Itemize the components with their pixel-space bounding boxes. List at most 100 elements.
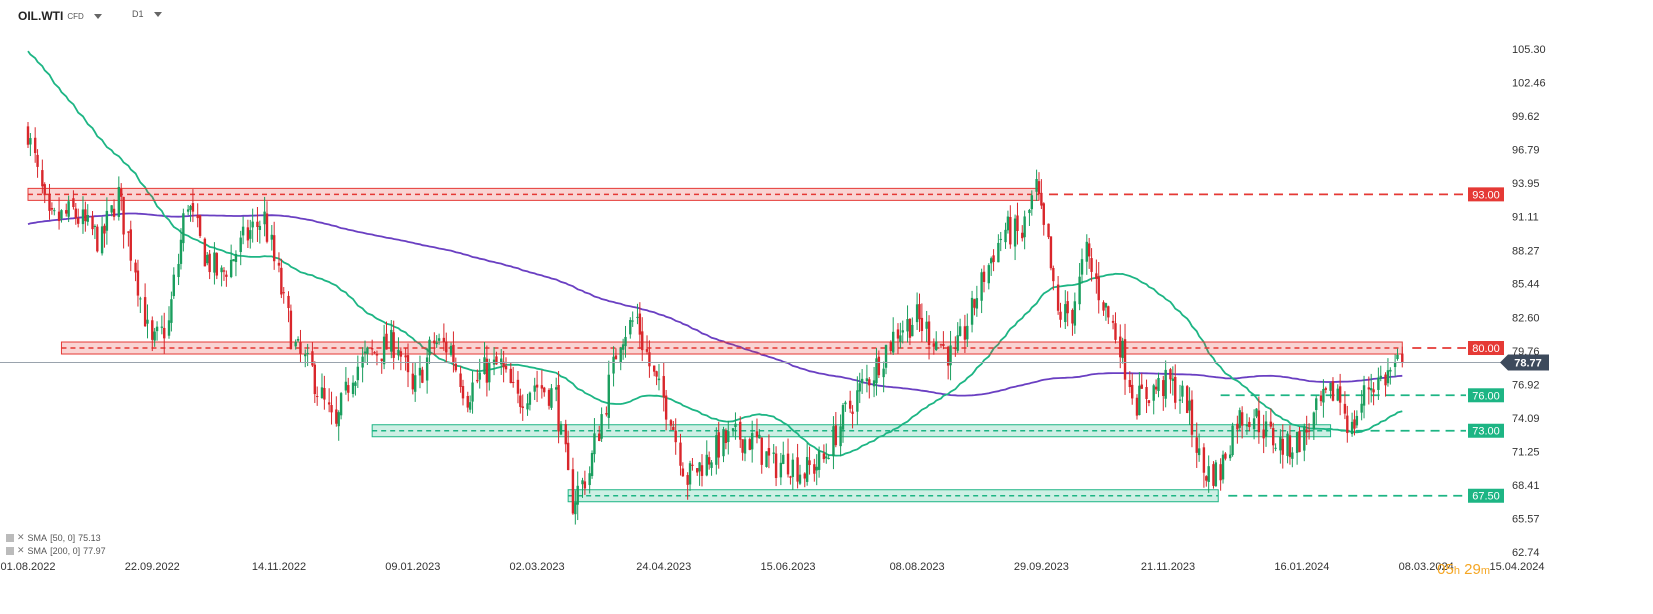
candle-body bbox=[566, 442, 570, 471]
candle-body bbox=[48, 193, 51, 211]
candle-body bbox=[528, 392, 532, 405]
candle-body bbox=[789, 476, 792, 478]
candle-body bbox=[320, 387, 324, 399]
candle-body bbox=[186, 209, 190, 212]
candle-body bbox=[1188, 400, 1191, 411]
candle-body bbox=[1346, 415, 1349, 434]
candle-body bbox=[1030, 195, 1034, 210]
candle-body bbox=[834, 425, 838, 446]
indicator-label: SMA bbox=[27, 545, 48, 556]
chevron-down-icon[interactable] bbox=[153, 11, 162, 17]
candle-body bbox=[100, 226, 104, 254]
candle-body bbox=[1231, 425, 1234, 456]
candle-body bbox=[1362, 385, 1366, 406]
candle-body bbox=[825, 456, 828, 459]
candle-body bbox=[1087, 243, 1091, 257]
candle-body bbox=[1248, 421, 1251, 428]
candle-body bbox=[172, 274, 175, 297]
candle-body bbox=[638, 313, 642, 335]
candle-body bbox=[435, 342, 438, 345]
candle-body bbox=[803, 473, 806, 479]
candle-body bbox=[1154, 386, 1158, 390]
candle-body bbox=[564, 424, 567, 445]
last-price-line: 78.77 bbox=[0, 354, 1549, 371]
candle-body bbox=[110, 205, 113, 213]
indicator-settings-icon[interactable] bbox=[6, 546, 14, 555]
candle-body bbox=[366, 347, 369, 354]
candle-body bbox=[600, 414, 603, 439]
time-axis[interactable]: 01.08.2022 22.09.2022 14.11.2022 09.01.2023… bbox=[0, 561, 1544, 573]
candle-body bbox=[72, 198, 75, 208]
candle-body bbox=[540, 385, 544, 389]
candle-body bbox=[93, 226, 97, 228]
price-axis[interactable]: 105.30 102.46 99.62 96.79 93.95 91.11 88.27 85.… bbox=[1512, 44, 1546, 559]
candle-body bbox=[748, 439, 751, 450]
indicator-value: 75.13 bbox=[78, 532, 101, 543]
candle-body bbox=[1174, 376, 1177, 403]
candle-body bbox=[1264, 421, 1268, 438]
candle-body bbox=[96, 226, 99, 252]
candle-body bbox=[889, 341, 893, 351]
candle-body bbox=[868, 379, 871, 386]
candle-body bbox=[335, 409, 338, 424]
indicator-legend-sma50[interactable]: ✕ SMA [50, 0] 75.13 bbox=[6, 532, 101, 543]
candle-body bbox=[1037, 181, 1041, 195]
candle-body bbox=[533, 385, 536, 392]
candle-body bbox=[848, 400, 852, 409]
candle-body bbox=[280, 267, 283, 295]
candle-body bbox=[225, 274, 228, 277]
y-tick-label: 88.27 bbox=[1512, 245, 1540, 257]
candle-body bbox=[559, 423, 563, 435]
candle-body bbox=[504, 365, 508, 370]
candle-body bbox=[1372, 389, 1375, 393]
candle-body bbox=[662, 376, 665, 398]
candle-body bbox=[796, 457, 799, 482]
indicator-legend-sma200[interactable]: ✕ SMA [200, 0] 77.97 bbox=[6, 545, 106, 556]
candle-body bbox=[41, 170, 44, 187]
chevron-down-icon[interactable] bbox=[93, 13, 102, 19]
candle-body bbox=[1135, 397, 1139, 416]
candle-body bbox=[136, 270, 140, 296]
candle-body bbox=[385, 333, 388, 350]
candle-body bbox=[76, 218, 80, 224]
candle-body bbox=[1355, 415, 1359, 426]
candle-body bbox=[495, 356, 498, 365]
candle-body bbox=[277, 262, 281, 266]
candle-body bbox=[739, 421, 742, 440]
candle-body bbox=[337, 412, 340, 427]
candle-body bbox=[860, 378, 864, 384]
candle-body bbox=[1370, 388, 1373, 391]
candle-body bbox=[471, 382, 474, 402]
candle-body bbox=[43, 184, 46, 196]
indicator-settings-icon[interactable] bbox=[6, 533, 14, 542]
level-badge bbox=[1468, 388, 1504, 403]
candle-body bbox=[939, 344, 943, 346]
candle-body bbox=[134, 262, 137, 273]
candle-body bbox=[177, 263, 180, 278]
symbol-selector[interactable]: OIL.WTI CFD bbox=[18, 9, 102, 23]
candle-body bbox=[198, 215, 202, 236]
level-badge bbox=[1468, 423, 1504, 438]
candle-body bbox=[911, 324, 914, 337]
candle-body bbox=[179, 239, 183, 264]
candle-body bbox=[1315, 398, 1318, 411]
candle-body bbox=[645, 349, 649, 352]
candle-body bbox=[674, 430, 677, 443]
close-icon[interactable]: ✕ bbox=[17, 545, 25, 555]
candle-body bbox=[1303, 427, 1306, 451]
timeframe-selector[interactable]: D1 bbox=[132, 9, 162, 19]
candle-body bbox=[648, 352, 651, 367]
candle-body bbox=[629, 320, 632, 335]
candle-body bbox=[1085, 241, 1088, 262]
y-tick-label: 71.25 bbox=[1512, 446, 1540, 458]
candle-body bbox=[1059, 311, 1062, 320]
indicator-params: [50, 0] bbox=[50, 532, 76, 543]
y-tick-label: 85.44 bbox=[1512, 279, 1540, 291]
close-icon[interactable]: ✕ bbox=[17, 532, 25, 542]
candle-body bbox=[1272, 428, 1275, 446]
candle-body bbox=[1331, 381, 1335, 401]
candle-body bbox=[755, 431, 759, 438]
candle-body bbox=[791, 459, 795, 477]
candle-body bbox=[989, 258, 993, 264]
